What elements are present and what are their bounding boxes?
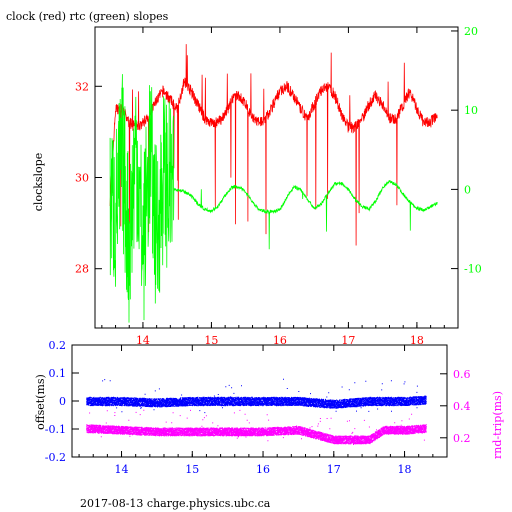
bottom-x-tick-label: 15 — [185, 463, 199, 476]
top-y-left-tick-label: 28 — [75, 263, 89, 276]
bottom-y-right-tick-label: 0.4 — [453, 400, 471, 413]
top-y-right-tick-label: 0 — [464, 183, 471, 196]
bottom-x-tick-label: 14 — [115, 463, 129, 476]
series-line-clock — [109, 44, 438, 246]
top-y-right-tick-label: -10 — [464, 263, 482, 276]
bottom-y-right-tick-label: 0.2 — [453, 432, 471, 445]
top-x-tick-label: 15 — [204, 334, 218, 347]
top-x-tick-label: 14 — [136, 334, 150, 347]
bottom-y-left-tick-label: 0.1 — [49, 367, 67, 380]
top-y-left-tick-label: 30 — [75, 172, 89, 185]
series-points-rnd-trip — [86, 409, 427, 445]
bottom-y-left-tick-label: -0.2 — [45, 451, 66, 464]
bottom-y-right-tick-label: 0.6 — [453, 368, 471, 381]
bottom-y-left-tick-label: 0.2 — [49, 339, 67, 352]
top-chart: 14 15 16 17 18 28 30 32 -10 0 10 20 — [75, 25, 482, 347]
bottom-y-left-tick-label: -0.1 — [45, 423, 66, 436]
top-chart-title: clock (red) rtc (green) slopes — [6, 10, 169, 23]
bottom-chart: 14 15 16 17 18 -0.2 -0.1 0 0.1 0.2 0.2 0.4 0.6 — [45, 339, 471, 476]
top-y-axis-label: clockslope — [32, 153, 45, 211]
series-line-rtc — [109, 74, 438, 323]
footer-text: 2017-08-13 charge.physics.ubc.ca — [80, 497, 271, 510]
bottom-y-left-label: offset(ms) — [34, 374, 47, 430]
bottom-x-tick-label: 18 — [398, 463, 412, 476]
top-x-tick-label: 18 — [410, 334, 424, 347]
bottom-x-tick-label: 17 — [327, 463, 341, 476]
top-y-right-tick-label: 10 — [464, 104, 478, 117]
top-y-left-tick-label: 32 — [75, 80, 89, 93]
bottom-y-left-tick-label: 0 — [59, 395, 66, 408]
series-points-offset — [86, 378, 427, 414]
bottom-y-right-label: rnd-trip(ms) — [491, 391, 504, 459]
top-y-right-tick-label: 20 — [464, 25, 478, 38]
bottom-x-tick-label: 16 — [256, 463, 270, 476]
top-x-tick-label: 16 — [273, 334, 287, 347]
top-x-tick-label: 17 — [341, 334, 355, 347]
